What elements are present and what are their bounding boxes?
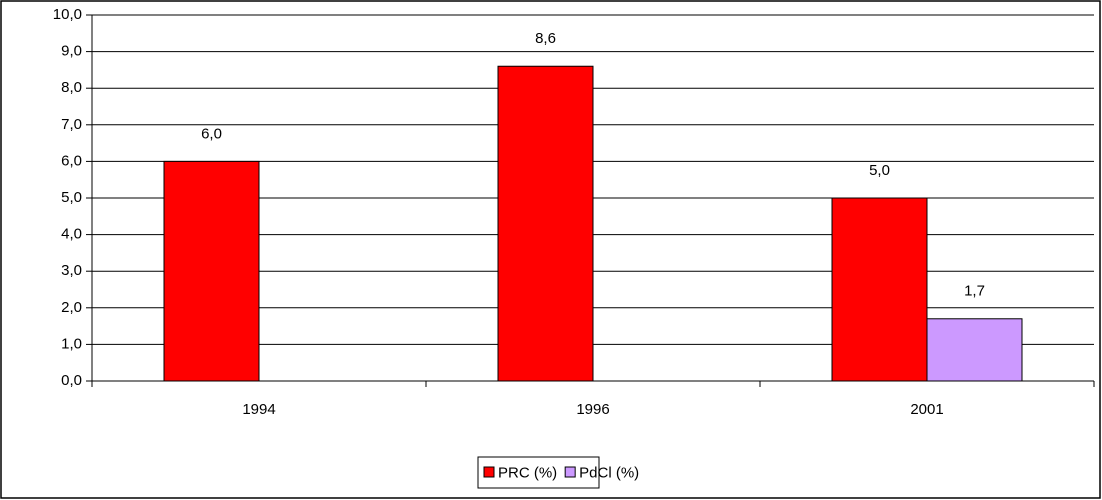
bar	[497, 65, 594, 382]
y-tick-label: 1,0	[61, 335, 82, 352]
data-label: 8,6	[535, 30, 556, 47]
bar	[163, 160, 260, 382]
legend-label: PRC (%)	[498, 464, 557, 481]
x-tick-label: 1996	[576, 401, 609, 418]
legend-swatch	[564, 466, 576, 478]
legend-box	[477, 456, 600, 489]
y-tick-label: 6,0	[61, 152, 82, 169]
x-tick-label: 2001	[910, 401, 943, 418]
y-tick-label: 3,0	[61, 262, 82, 279]
y-tick-label: 8,0	[61, 79, 82, 96]
y-tick-label: 4,0	[61, 226, 82, 243]
y-tick-label: 0,0	[61, 372, 82, 389]
bar	[926, 318, 1023, 382]
legend-swatch	[483, 466, 495, 478]
x-tick-label: 1994	[242, 401, 275, 418]
data-label: 6,0	[201, 125, 222, 142]
y-tick-label: 7,0	[61, 116, 82, 133]
y-tick-label: 5,0	[61, 189, 82, 206]
legend-label: PdCl (%)	[579, 464, 639, 481]
y-tick-label: 9,0	[61, 43, 82, 60]
data-label: 1,7	[964, 283, 985, 300]
data-label: 5,0	[869, 162, 890, 179]
y-tick-label: 2,0	[61, 299, 82, 316]
bar	[831, 197, 928, 382]
y-tick-label: 10,0	[53, 6, 82, 23]
